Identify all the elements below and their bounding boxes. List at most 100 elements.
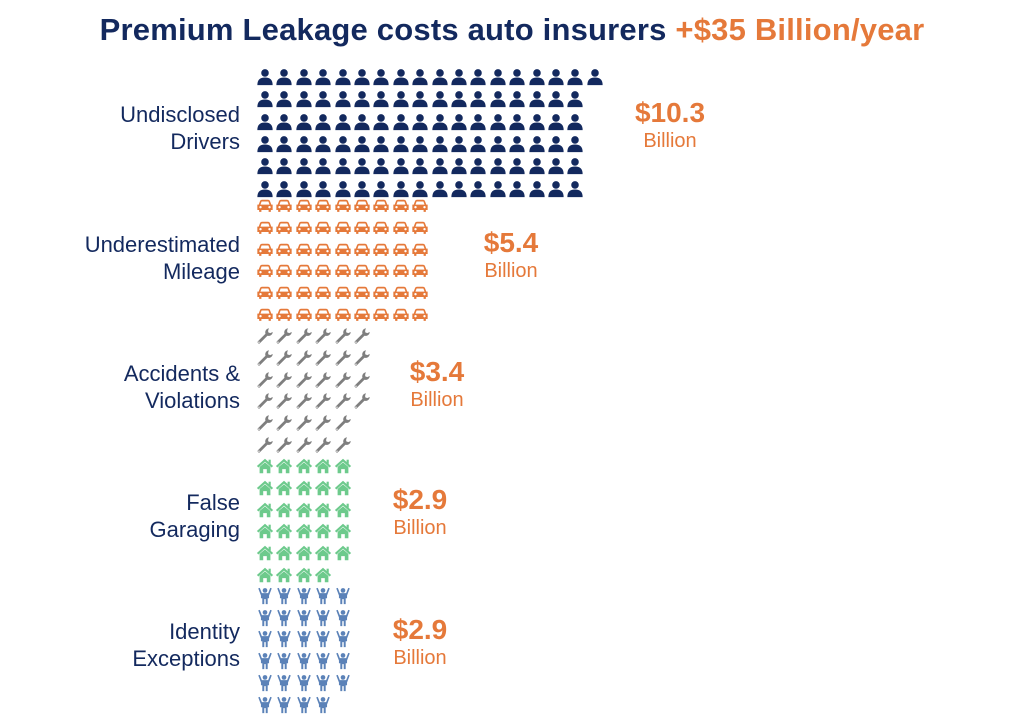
person-icon [547, 180, 565, 198]
value-amount: $2.9 [392, 614, 448, 645]
person-icon [566, 135, 584, 153]
house-icon [275, 501, 293, 519]
wrench-icon [295, 436, 313, 454]
car-icon [314, 262, 332, 280]
person-icon [547, 113, 565, 131]
car-icon [334, 306, 352, 324]
house-icon [334, 544, 352, 562]
wrench-icon [334, 414, 352, 432]
car-icon [392, 219, 410, 237]
person-icon [528, 135, 546, 153]
person-icon [353, 68, 371, 86]
house-icon [256, 457, 274, 475]
person-icon [431, 90, 449, 108]
house-icon [275, 479, 293, 497]
label-line2: Exceptions [132, 646, 240, 671]
person-arms-up-icon [256, 652, 274, 670]
car-icon [411, 306, 429, 324]
person-icon [392, 113, 410, 131]
label-line1: Accidents & [123, 361, 240, 386]
wrench-icon [256, 414, 274, 432]
house-icon [334, 479, 352, 497]
person-arms-up-icon [275, 609, 293, 627]
person-icon [508, 180, 526, 198]
car-icon [353, 262, 371, 280]
value-undisclosed-drivers: $10.3 Billion [610, 97, 730, 153]
house-icon [295, 566, 313, 584]
car-icon [314, 219, 332, 237]
wrench-icon [353, 349, 371, 367]
car-icon [256, 306, 274, 324]
car-icon [353, 306, 371, 324]
person-icon [450, 113, 468, 131]
person-icon [469, 113, 487, 131]
wrench-icon [314, 392, 332, 410]
person-icon [392, 180, 410, 198]
person-icon [353, 113, 371, 131]
person-icon [547, 68, 565, 86]
wrench-icon [256, 436, 274, 454]
person-icon [431, 180, 449, 198]
house-icon [334, 522, 352, 540]
person-icon [489, 157, 507, 175]
category-label-undisclosed-drivers: Undisclosed Drivers [120, 101, 240, 155]
car-icon [334, 241, 352, 259]
person-icon [275, 68, 293, 86]
person-arms-up-icon [256, 609, 274, 627]
category-label-false-garaging: False Garaging [149, 489, 240, 543]
car-icon [275, 241, 293, 259]
house-icon [295, 501, 313, 519]
person-arms-up-icon [314, 652, 332, 670]
person-icon [489, 135, 507, 153]
car-icon [295, 241, 313, 259]
person-icon [353, 157, 371, 175]
chart-title: Premium Leakage costs auto insurers +$35… [0, 12, 1024, 48]
person-icon [295, 135, 313, 153]
person-arms-up-icon [256, 696, 274, 714]
wrench-icon [295, 327, 313, 345]
wrench-icon [353, 327, 371, 345]
car-icon [314, 197, 332, 215]
person-arms-up-icon [334, 587, 352, 605]
person-icon [256, 157, 274, 175]
person-icon [450, 157, 468, 175]
wrench-icon [256, 371, 274, 389]
label-line2: Violations [145, 388, 240, 413]
wrench-icon [334, 436, 352, 454]
car-icon [372, 262, 390, 280]
person-arms-up-icon [256, 630, 274, 648]
car-icon [295, 306, 313, 324]
person-icon [469, 90, 487, 108]
person-icon [508, 113, 526, 131]
person-icon [372, 180, 390, 198]
car-icon [411, 241, 429, 259]
person-icon [528, 180, 546, 198]
car-icon [353, 219, 371, 237]
house-icon [256, 522, 274, 540]
person-icon [353, 180, 371, 198]
house-icon [314, 457, 332, 475]
person-arms-up-icon [295, 609, 313, 627]
person-arms-up-icon [295, 587, 313, 605]
wrench-icon [334, 327, 352, 345]
person-icon [450, 180, 468, 198]
value-amount: $5.4 [483, 227, 539, 258]
person-arms-up-icon [295, 630, 313, 648]
wrench-icon [353, 371, 371, 389]
wrench-icon [295, 371, 313, 389]
person-icon [431, 157, 449, 175]
person-icon [489, 113, 507, 131]
value-unit: Billion [643, 130, 697, 152]
house-icon [295, 544, 313, 562]
person-icon [314, 68, 332, 86]
value-unit: Billion [393, 647, 447, 669]
wrench-icon [314, 371, 332, 389]
person-arms-up-icon [334, 674, 352, 692]
person-icon [372, 135, 390, 153]
house-icon [275, 544, 293, 562]
house-icon [275, 566, 293, 584]
person-icon [566, 68, 584, 86]
person-icon [450, 68, 468, 86]
person-icon [528, 68, 546, 86]
house-icon [314, 566, 332, 584]
